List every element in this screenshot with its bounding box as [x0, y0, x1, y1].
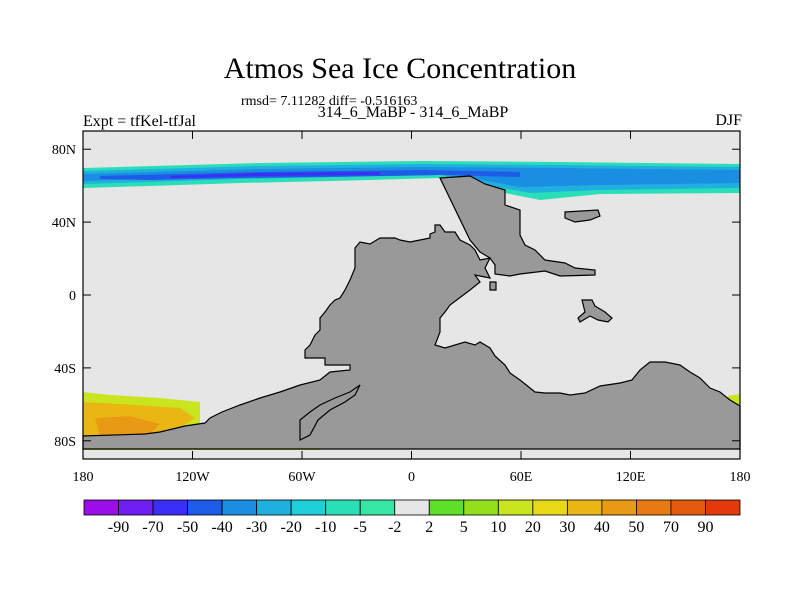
x-tick-label: 180: [73, 470, 94, 485]
colorbar-swatch: [394, 499, 430, 516]
y-tick-label: 0: [69, 289, 76, 304]
x-tick-label: 60E: [510, 470, 533, 485]
antarctic-band-inner: [95, 416, 160, 436]
land-islands: [489, 281, 497, 291]
colorbar-swatch: [428, 499, 465, 516]
colorbar-swatch: [601, 499, 637, 516]
y-tick-label: 80N: [52, 143, 76, 158]
colorbar-swatch: [670, 499, 706, 516]
map-axes: 180 120W 60W 0 60E 120E 180 80N 40N 0 40S 80S: [52, 131, 751, 485]
x-tick-label: 0: [408, 470, 415, 485]
land-asia-arm: [564, 209, 601, 223]
season-label: DJF: [715, 112, 742, 129]
x-tick-label: 180: [730, 470, 751, 485]
colorbar-swatch: [187, 499, 223, 516]
stats-text: rmsd= 7.11282 diff= -0.516163: [241, 94, 418, 109]
colorbar-label: 50: [628, 519, 644, 536]
colorbar-swatch: [83, 499, 119, 516]
colorbar-swatch: [532, 499, 568, 516]
colorbar-label: -70: [142, 519, 163, 536]
colorbar-label: 30: [559, 519, 575, 536]
colorbar-label: -40: [211, 519, 232, 536]
colorbar-swatch: [566, 499, 603, 516]
colorbar-label: 10: [490, 519, 506, 536]
colorbar-label: -20: [280, 519, 301, 536]
colorbar-label: 40: [594, 519, 610, 536]
colorbar-label: -50: [177, 519, 198, 536]
land-indonesia: [577, 299, 613, 323]
x-tick-label: 120W: [175, 470, 210, 485]
colorbar: -90 -70 -50 -40 -30 -20 -10 -5 -2 2 5 10 20 30 40 50 70 9…: [83, 499, 741, 536]
land-mask: [82, 175, 741, 450]
colorbar-label: 20: [525, 519, 541, 536]
colorbar-swatch: [705, 499, 741, 516]
land-americas-europe-africa: [82, 175, 741, 450]
y-tick-label: 40S: [54, 362, 76, 377]
arctic-band-deep: [83, 167, 740, 187]
experiment-label: Expt = tfKel-tfJal: [83, 113, 196, 130]
colorbar-swatch: [118, 499, 154, 516]
colorbar-label: -90: [108, 519, 129, 536]
colorbar-swatch: [152, 499, 188, 516]
colorbar-label: 5: [460, 519, 468, 536]
chart-subtitle: 314_6_MaBP - 314_6_MaBP: [317, 104, 509, 121]
land-southern-tip: [299, 384, 361, 441]
colorbar-swatch: [290, 499, 327, 516]
y-tick-label: 40N: [52, 216, 76, 231]
y-tick-label: 80S: [54, 435, 76, 450]
colorbar-swatch: [221, 499, 258, 516]
arctic-band-max: [170, 172, 380, 178]
x-tick-label: 60W: [288, 470, 316, 485]
colorbar-swatch: [256, 499, 292, 516]
colorbar-label: -10: [315, 519, 336, 536]
colorbar-swatch: [497, 499, 534, 516]
colorbar-label: -30: [246, 519, 267, 536]
colorbar-label: 2: [425, 519, 433, 536]
colorbar-label: 70: [663, 519, 679, 536]
colorbar-label: 90: [697, 519, 713, 536]
colorbar-swatch: [359, 499, 396, 516]
colorbar-swatch: [325, 499, 361, 516]
colorbar-label: -5: [354, 519, 367, 536]
colorbar-swatch: [636, 499, 672, 516]
x-tick-label: 120E: [616, 470, 646, 485]
colorbar-swatch: [463, 499, 499, 516]
chart-title: Atmos Sea Ice Concentration: [223, 52, 577, 85]
map-panel: 180 120W 60W 0 60E 120E 180 80N 40N 0 40S 80S: [52, 130, 751, 485]
colorbar-label: -2: [388, 519, 401, 536]
arctic-ice-band: [83, 161, 740, 200]
